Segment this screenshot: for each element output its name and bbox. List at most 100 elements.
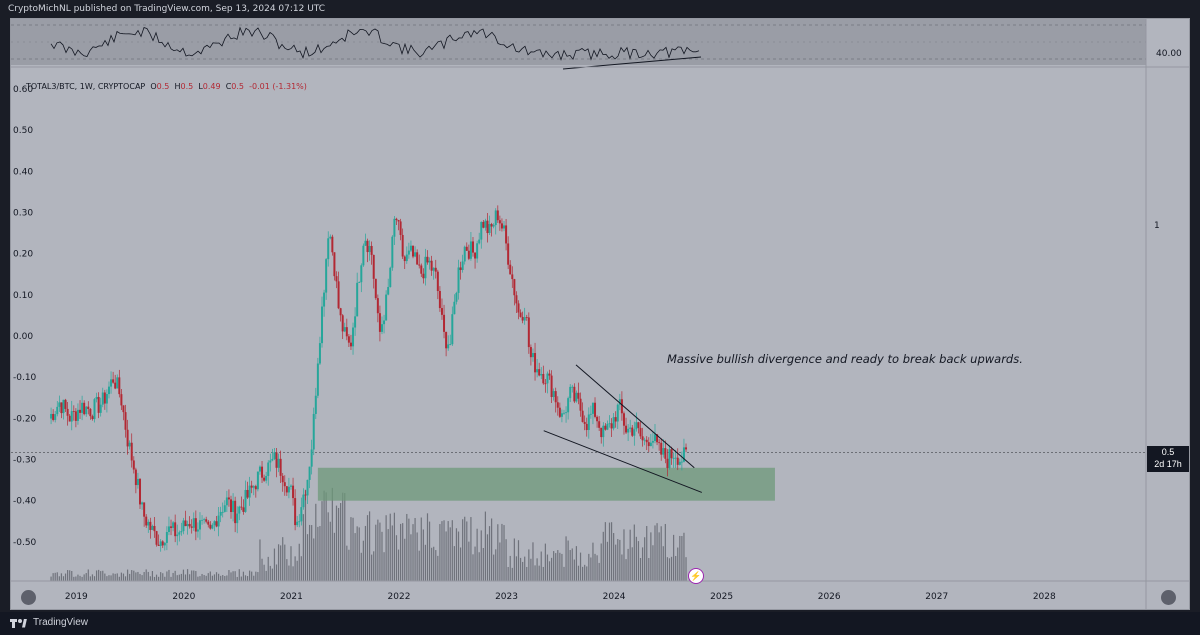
y-tick-label: 0.50 [13,126,33,136]
volume-bar [610,522,613,581]
volume-bar [615,544,617,581]
candle-body [629,427,632,429]
candle-body [83,402,86,415]
candle-body [219,511,222,516]
volume-bar [298,543,300,581]
volume-bar [306,534,309,581]
candle-body [426,256,429,263]
candle-body [604,425,607,430]
candle-body [188,523,191,527]
candle-body [631,427,634,436]
candle-body [339,308,342,316]
candle-body [484,220,487,228]
chart-svg[interactable]: 40.00 1 0.60 0.50 0.40 0.30 0.20 0.10 0.00 -0.1… [11,19,1189,609]
candle-body [633,429,636,436]
x-tick-label: 2020 [172,592,195,602]
candle-body [203,519,206,521]
volume-bar [288,565,290,581]
candle-body [93,399,96,420]
candle-body [414,252,417,257]
volume-bar [226,575,228,581]
volume-bar [532,542,534,581]
volume-bar [379,522,381,581]
volume-bar [91,574,94,581]
candle-body [474,252,477,259]
candle-body [178,532,181,535]
volume-bar [573,559,575,581]
volume-bar [151,571,154,581]
volume-bar [656,523,658,581]
candle-body [58,402,61,407]
volume-bar [478,552,480,581]
volume-bar [410,534,412,581]
volume-bar [462,519,464,581]
candle-body [639,427,642,437]
candle-body [496,210,499,221]
candle-body [531,352,534,358]
volume-bar [606,541,609,581]
lightning-icon[interactable]: ⚡ [688,568,704,584]
volume-bar [267,556,269,581]
volume-bar [253,575,255,581]
volume-bar [83,574,85,581]
volume-bar [617,539,619,581]
candle-body [265,475,268,481]
volume-bar [544,543,546,581]
candle-body [312,413,315,450]
volume-bar [315,503,317,581]
volume-bar [451,520,453,581]
volume-bar [422,529,424,581]
candle-body [279,458,282,476]
candle-body [114,382,117,389]
volume-bar [77,574,79,581]
volume-bar [387,529,389,581]
chart-panel[interactable]: 40.00 1 0.60 0.50 0.40 0.30 0.20 0.10 0.00 -0.1… [10,18,1190,610]
last-price-tag: 0.5 2d 17h [1147,446,1189,472]
volume-bar [519,557,522,581]
volume-bar [437,555,439,581]
volume-bar [275,564,278,581]
volume-bar [476,528,478,581]
candle-body [126,429,129,447]
settings-circle-right[interactable] [1161,590,1176,605]
volume-bar [486,534,489,581]
volume-bar [586,566,588,581]
volume-bar [670,556,673,581]
settings-circle-left[interactable] [21,590,36,605]
volume-bar [397,549,400,581]
candle-body [153,525,156,532]
candle-body [292,485,295,499]
candle-body [331,236,334,253]
volume-bar [416,532,418,581]
chart-annotation[interactable]: Massive bullish divergence and ready to … [667,352,1023,366]
volume-bar [377,519,379,581]
volume-bar [360,552,362,581]
candle-body [500,223,503,229]
volume-bar [67,570,69,581]
candle-body [174,522,177,537]
candle-body [372,254,375,279]
candle-body [600,427,603,438]
volume-bar [114,573,116,581]
volume-bar [662,546,664,581]
volume-bar [352,517,354,581]
volume-bar [308,524,311,581]
candle-body [360,265,363,283]
y-tick-label: 0.10 [13,291,33,301]
volume-bar [58,576,60,581]
candle-body [591,402,594,414]
candle-body [66,408,69,416]
candle-body [558,407,561,417]
candle-body [498,220,501,224]
volume-bar [426,513,429,581]
volume-bar [443,520,445,581]
volume-bar [189,574,191,581]
volume-bar [373,551,375,581]
volume-bar [431,547,433,581]
volume-bar [73,576,75,581]
candle-body [662,448,665,455]
wedge-upper-line [575,364,695,469]
candle-body [155,531,158,545]
bar-countdown: 2d 17h [1154,459,1182,469]
footer-brand[interactable]: TradingView [10,617,88,628]
